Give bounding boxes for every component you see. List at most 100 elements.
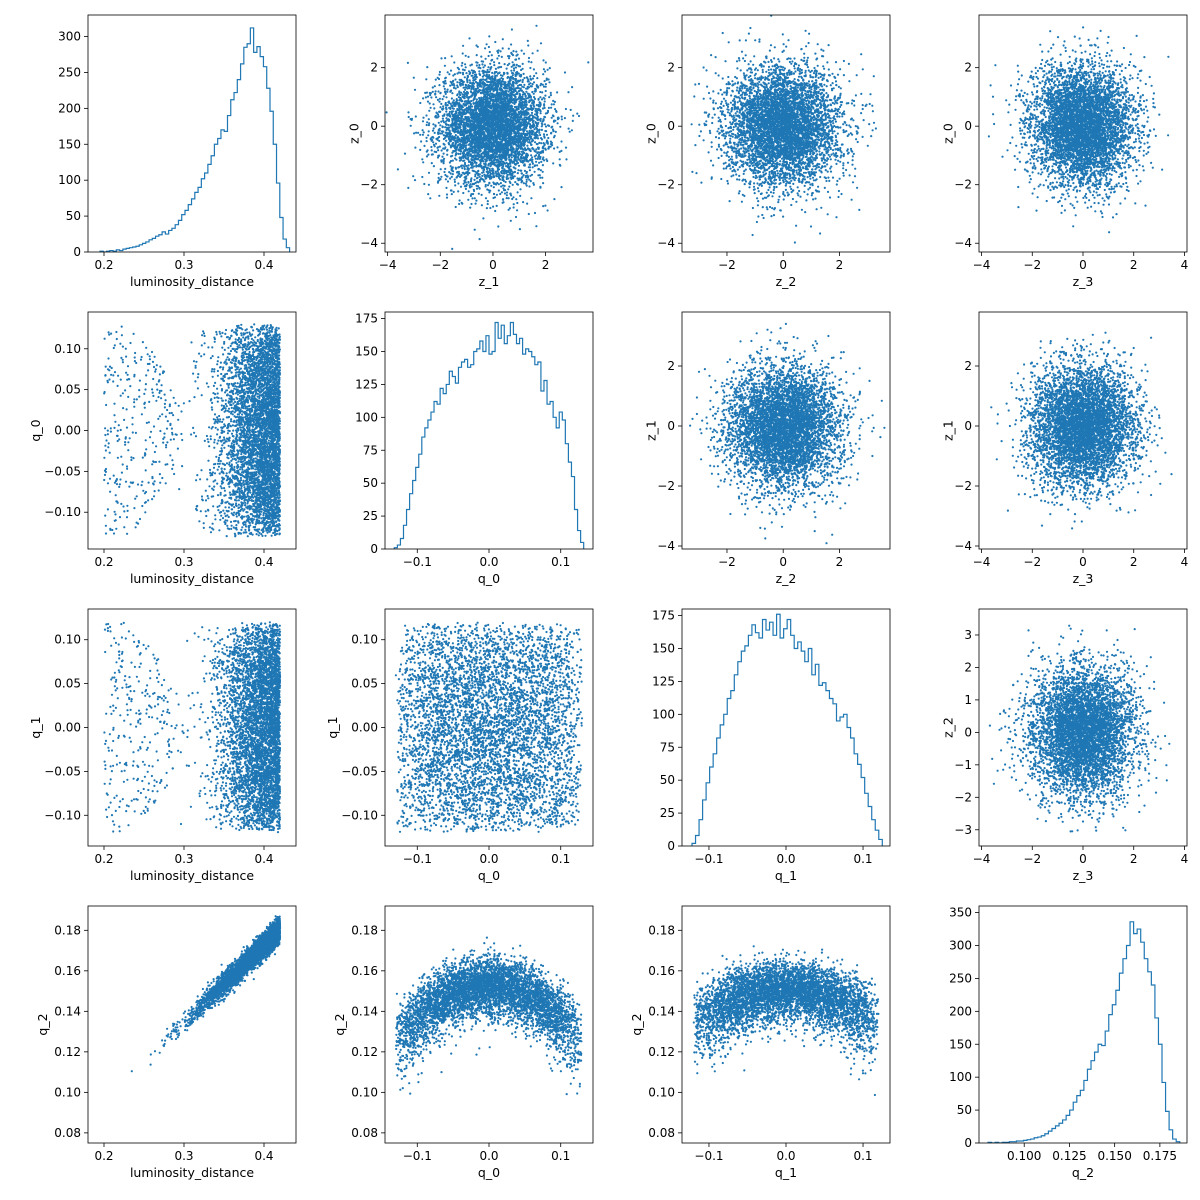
scatter-point: [508, 114, 510, 116]
scatter-point: [552, 130, 554, 132]
scatter-point: [530, 61, 532, 63]
scatter-point: [434, 145, 436, 147]
scatter-point: [476, 104, 478, 106]
scatter-point: [518, 58, 520, 60]
scatter-point: [517, 126, 519, 128]
scatter-point: [515, 58, 517, 60]
scatter-point: [531, 85, 533, 87]
scatter-point: [477, 124, 479, 126]
scatter-point: [500, 50, 502, 52]
scatter-point: [414, 89, 416, 91]
scatter-point: [542, 171, 544, 173]
scatter-point: [454, 78, 456, 80]
scatter-point: [386, 111, 388, 113]
scatter-point: [510, 93, 512, 95]
scatter-point: [514, 175, 516, 177]
scatter-point: [528, 80, 530, 82]
scatter-point: [517, 169, 519, 171]
scatter-point: [445, 187, 447, 189]
scatter-point: [521, 50, 523, 52]
scatter-point: [491, 95, 493, 97]
scatter-point: [427, 96, 429, 98]
scatter-point: [521, 98, 523, 100]
scatter-point: [449, 85, 451, 87]
scatter-point: [515, 122, 517, 124]
scatter-point: [521, 180, 523, 182]
scatter-point: [500, 146, 502, 148]
scatter-point: [471, 105, 473, 107]
scatter-point: [487, 153, 489, 155]
scatter-point: [461, 62, 463, 64]
scatter-point: [404, 153, 406, 155]
scatter-point: [512, 50, 514, 52]
scatter-point: [529, 169, 531, 171]
scatter-point: [526, 145, 528, 147]
scatter-point: [500, 77, 502, 79]
scatter-point: [510, 140, 512, 142]
scatter-point: [435, 90, 437, 92]
scatter-point: [439, 98, 441, 100]
scatter-point: [548, 81, 550, 83]
scatter-point: [525, 154, 527, 156]
scatter-point: [496, 205, 498, 207]
scatter-point: [472, 167, 474, 169]
scatter-point: [545, 86, 547, 88]
scatter-point: [528, 116, 530, 118]
scatter-point: [489, 155, 491, 157]
scatter-point: [485, 124, 487, 126]
scatter-point: [474, 197, 476, 199]
scatter-point: [537, 50, 539, 52]
scatter-point: [537, 99, 539, 101]
scatter-point: [476, 120, 478, 122]
scatter-point: [476, 64, 478, 66]
scatter-point: [475, 89, 477, 91]
scatter-point: [452, 143, 454, 145]
scatter-point: [462, 82, 464, 84]
scatter-point: [520, 118, 522, 120]
scatter-point: [503, 149, 505, 151]
scatter-point: [469, 150, 471, 152]
scatter-point: [468, 37, 470, 39]
y-tick-label: 100: [58, 173, 81, 187]
scatter-point: [482, 169, 484, 171]
scatter-point: [500, 185, 502, 187]
scatter-point: [556, 146, 558, 148]
scatter-point: [482, 114, 484, 116]
scatter-point: [410, 125, 412, 127]
scatter-point: [463, 104, 465, 106]
scatter-point: [495, 172, 497, 174]
scatter-point: [458, 143, 460, 145]
scatter-point: [521, 172, 523, 174]
scatter-point: [540, 42, 542, 44]
scatter-point: [567, 91, 569, 93]
scatter-point: [536, 131, 538, 133]
scatter-point: [510, 193, 512, 195]
scatter-point: [454, 127, 456, 129]
scatter-point: [439, 71, 441, 73]
scatter-point: [530, 150, 532, 152]
scatter-point: [561, 116, 563, 118]
scatter-point: [545, 125, 547, 127]
scatter-point: [515, 51, 517, 53]
scatter-point: [504, 87, 506, 89]
scatter-point: [447, 71, 449, 73]
scatter-point: [431, 162, 433, 164]
scatter-point: [437, 182, 439, 184]
scatter-point: [534, 88, 536, 90]
scatter-point: [517, 191, 519, 193]
scatter-point: [496, 194, 498, 196]
scatter-point: [453, 61, 455, 63]
scatter-point: [532, 77, 534, 79]
scatter-point: [437, 131, 439, 133]
scatter-point: [427, 154, 429, 156]
scatter-point: [441, 132, 443, 134]
scatter-point: [432, 123, 434, 125]
scatter-point: [503, 189, 505, 191]
scatter-point: [415, 132, 417, 134]
scatter-point: [501, 135, 503, 137]
scatter-point: [452, 81, 454, 83]
scatter-point: [508, 197, 510, 199]
scatter-point: [534, 150, 536, 152]
scatter-point: [534, 98, 536, 100]
scatter-point: [517, 152, 519, 154]
